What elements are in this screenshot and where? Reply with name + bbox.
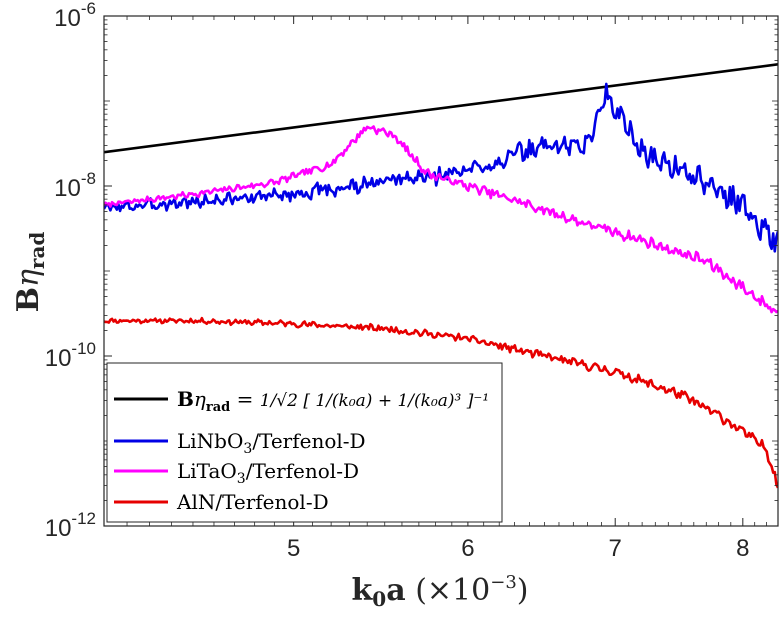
y-tick-label: 10-8 — [54, 169, 96, 202]
legend-entry-linbo3: LiNbO3/Terfenol-D — [177, 429, 366, 457]
series-line-aln-terfenol-d — [104, 316, 778, 489]
x-axis-label: k0a (×10−3) — [352, 572, 529, 611]
series-layer — [104, 63, 778, 489]
legend-entry-aln: AlN/Terfenol-D — [176, 490, 329, 514]
x-tick-label: 7 — [609, 535, 622, 562]
y-tick-label: 10-12 — [45, 509, 96, 542]
legend-box — [106, 362, 503, 523]
y-tick-label: 10-6 — [54, 0, 96, 32]
x-tick-label: 5 — [287, 535, 300, 562]
legend: Bηrad = 1/√2 [ 1/(k₀a) + 1/(k₀a)³ ]⁻¹ Li… — [106, 362, 503, 523]
y-tick-label: 10-10 — [45, 339, 96, 372]
legend-entry-litao3: LiTaO3/Terfenol-D — [177, 459, 359, 487]
y-axis-label: Bηrad — [11, 232, 49, 313]
x-tick-label: 6 — [461, 535, 474, 562]
tick-layer: 5 6 7 8 10-12 10-10 10-8 10-6 — [45, 0, 779, 562]
x-tick-label: 8 — [736, 535, 749, 562]
series-line-bound — [104, 63, 778, 154]
legend-entry-bound: Bηrad = 1/√2 [ 1/(k₀a) + 1/(k₀a)³ ]⁻¹ — [177, 387, 489, 415]
series-line-litao3-terfenol-d — [104, 125, 778, 314]
